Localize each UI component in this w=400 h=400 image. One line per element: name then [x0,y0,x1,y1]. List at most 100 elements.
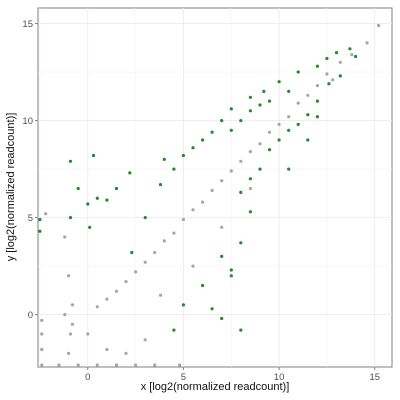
green-point [172,167,176,171]
gray-point [365,41,369,45]
green-point [258,103,262,107]
gray-point [229,169,233,173]
green-point [239,190,243,194]
green-point [220,316,224,321]
y-tick-label: 10 [22,116,33,127]
gray-point [124,351,128,355]
green-point [191,146,195,150]
gray-point [67,351,71,355]
green-point [181,303,185,307]
gray-point [134,270,138,274]
green-point [229,274,233,278]
green-point [248,177,252,181]
gray-point [248,150,252,154]
x-tick-label: 0 [85,372,90,383]
green-point [68,159,73,163]
gray-point [181,217,185,222]
green-point [86,202,90,206]
gray-point [44,212,48,216]
gray-point [172,231,176,235]
green-point [128,171,132,175]
x-tick-label: 10 [274,372,285,383]
green-point [130,250,134,255]
green-point [181,153,185,158]
green-point [267,148,272,152]
green-point [162,157,166,161]
gray-point [70,303,74,307]
data-points [38,23,381,367]
green-point [239,241,243,245]
gray-point [40,347,44,352]
gray-point [331,78,335,82]
gray-point [153,250,157,255]
gray-point [162,239,166,243]
gray-point [258,142,262,146]
gray-point [114,289,119,293]
gray-point [315,84,319,88]
green-point [76,186,80,191]
x-tick-label: 15 [369,372,380,383]
green-point [306,138,310,142]
green-point [287,167,291,171]
green-point [267,99,272,103]
gray-point [70,322,74,326]
green-point [354,54,358,59]
green-point [327,82,331,86]
gray-point [210,188,214,192]
gray-point [95,305,99,309]
green-point [220,254,224,258]
gray-point [158,293,163,297]
gray-point [267,130,272,134]
green-point [114,186,119,191]
gray-point [220,225,224,229]
green-point [210,307,214,311]
green-point [172,328,176,332]
gray-point [105,347,109,352]
green-point [91,153,96,158]
green-point [229,128,233,132]
gray-point [105,297,109,301]
green-point [258,167,262,171]
gray-point [57,363,61,367]
green-point [287,89,291,93]
green-point [248,109,252,113]
gray-point [68,332,73,336]
green-point [306,113,310,117]
green-point [325,56,329,61]
gray-point [377,23,381,28]
green-point [296,122,300,126]
gray-point [143,260,147,264]
gray-point [350,53,354,57]
gray-point [191,208,195,212]
green-point [38,229,42,233]
gray-point [86,332,90,336]
green-point [287,128,291,132]
green-point [239,328,243,332]
axis-ticks: 0 5 10 15 0 5 10 15 [22,19,380,383]
x-axis-title: x [log2(normalized readcount)] [141,381,290,393]
gray-point [40,318,44,322]
grid-lines [38,8,392,367]
green-point [262,89,266,93]
green-point [315,64,319,68]
green-point [348,47,352,51]
gray-point [306,93,310,97]
green-point [210,130,214,134]
gray-point [248,186,252,191]
green-point [277,138,281,142]
x-tick-label: 5 [181,372,186,383]
green-point [248,95,252,99]
green-point [201,283,205,288]
green-point [38,217,42,222]
gray-point [153,363,157,367]
gray-point [134,363,138,367]
gray-point [67,274,71,278]
gray-point [40,332,44,336]
gray-point [76,363,80,367]
y-tick-label: 15 [22,19,33,30]
green-point [338,74,342,78]
green-point [95,196,99,200]
green-point [277,80,281,84]
green-point [229,107,233,111]
green-point [88,225,92,229]
